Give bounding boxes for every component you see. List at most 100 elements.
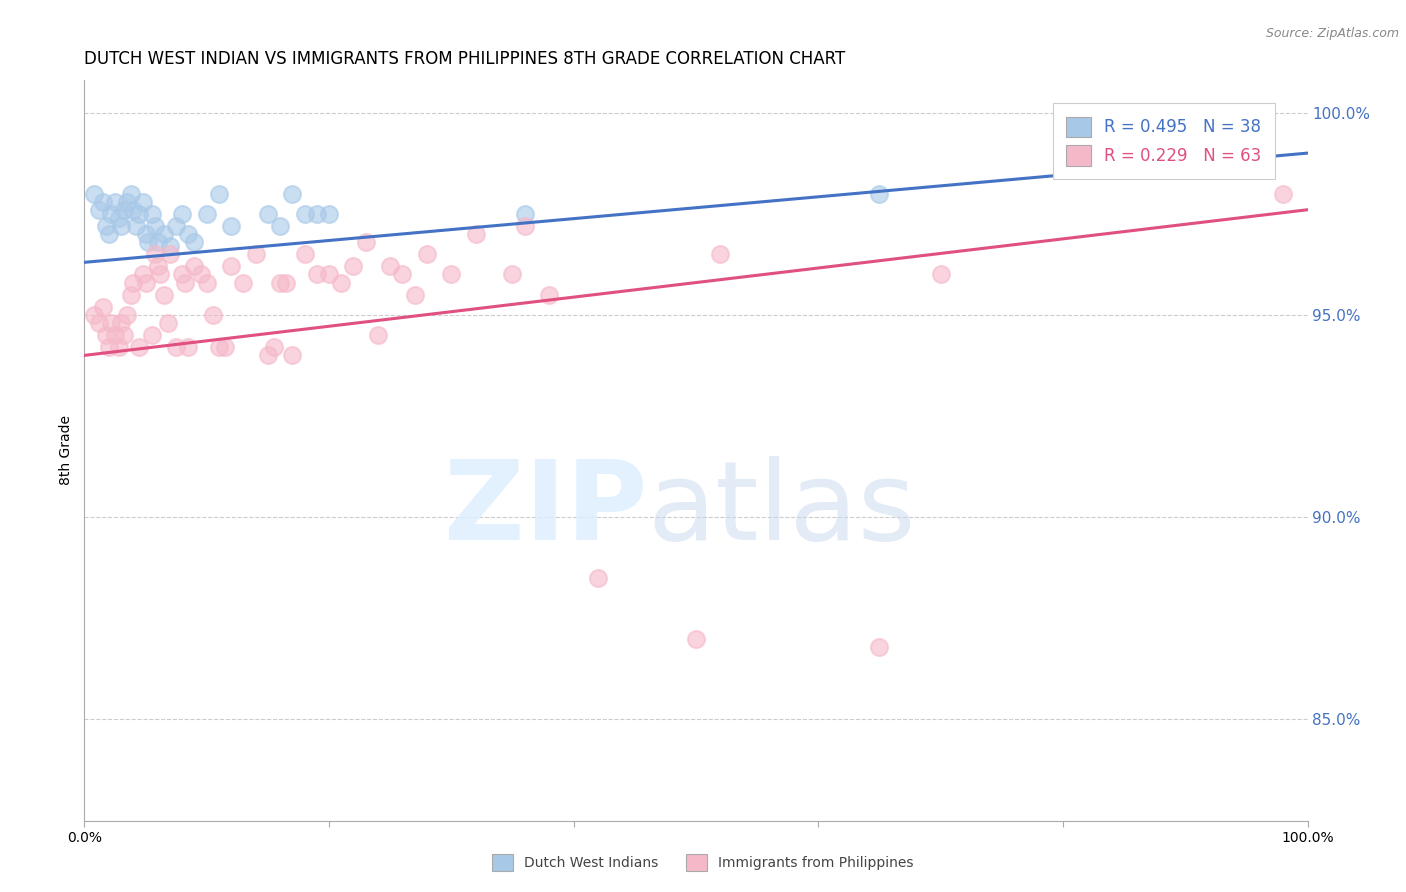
Text: ZIP: ZIP [444, 456, 647, 563]
Point [929, 268, 952, 282]
Point [269, 276, 291, 290]
Point [87, 202, 110, 217]
Point [214, 340, 236, 354]
Point [100, 316, 122, 330]
Point [122, 276, 145, 290]
Point [97, 340, 120, 354]
Point [195, 276, 218, 290]
Point [367, 328, 389, 343]
Point [354, 235, 377, 249]
Point [380, 260, 402, 274]
Point [96, 328, 118, 343]
Point [294, 207, 316, 221]
Point [391, 268, 413, 282]
Point [305, 268, 328, 282]
Point [173, 276, 195, 290]
Point [464, 227, 486, 241]
Point [159, 247, 181, 261]
Point [110, 219, 132, 233]
Point [165, 340, 187, 354]
Point [159, 239, 181, 253]
Point [83, 186, 105, 201]
Point [107, 340, 129, 354]
Point [110, 316, 132, 330]
Point [146, 235, 169, 249]
Point [330, 276, 353, 290]
Point [135, 227, 157, 241]
Point [122, 202, 145, 217]
Point [128, 340, 150, 354]
Point [104, 194, 127, 209]
Point [208, 186, 231, 201]
Point [709, 247, 731, 261]
Point [172, 268, 194, 282]
Point [104, 328, 127, 343]
Point [125, 219, 148, 233]
Legend: R = 0.495   N = 38, R = 0.229   N = 63: R = 0.495 N = 38, R = 0.229 N = 63 [1053, 103, 1275, 179]
Point [342, 260, 364, 274]
Point [136, 235, 159, 249]
Point [305, 207, 328, 221]
Point [91, 194, 114, 209]
Point [97, 227, 120, 241]
Point [156, 316, 179, 330]
Point [318, 268, 340, 282]
Point [257, 348, 280, 362]
Point [257, 207, 280, 221]
Point [195, 207, 218, 221]
Text: DUTCH WEST INDIAN VS IMMIGRANTS FROM PHILIPPINES 8TH GRADE CORRELATION CHART: DUTCH WEST INDIAN VS IMMIGRANTS FROM PHI… [84, 50, 845, 68]
Point [440, 268, 463, 282]
Point [112, 328, 135, 343]
Point [115, 194, 138, 209]
Point [143, 219, 166, 233]
Point [132, 268, 155, 282]
Point [318, 207, 340, 221]
Point [232, 276, 254, 290]
Point [869, 640, 891, 654]
Point [141, 207, 163, 221]
Point [177, 227, 200, 241]
Point [219, 260, 242, 274]
Point [190, 268, 212, 282]
Point [120, 287, 142, 301]
Point [177, 340, 200, 354]
Point [183, 260, 205, 274]
Legend: Dutch West Indians, Immigrants from Philippines: Dutch West Indians, Immigrants from Phil… [486, 848, 920, 876]
Point [91, 300, 114, 314]
Point [245, 247, 267, 261]
Point [128, 207, 150, 221]
Y-axis label: 8th Grade: 8th Grade [59, 416, 73, 485]
Point [263, 340, 285, 354]
Point [208, 340, 231, 354]
Point [153, 227, 176, 241]
Point [869, 186, 891, 201]
Point [281, 348, 304, 362]
Point [183, 235, 205, 249]
Point [100, 207, 122, 221]
Point [107, 211, 129, 225]
Point [219, 219, 242, 233]
Point [141, 328, 163, 343]
Point [132, 194, 155, 209]
Point [1272, 186, 1295, 201]
Point [146, 260, 169, 274]
Point [143, 247, 166, 261]
Point [513, 219, 536, 233]
Point [172, 207, 194, 221]
Point [513, 207, 536, 221]
Point [281, 186, 304, 201]
Point [149, 268, 172, 282]
Point [115, 308, 138, 322]
Text: atlas: atlas [647, 456, 915, 563]
Point [83, 308, 105, 322]
Point [269, 219, 291, 233]
Point [120, 186, 142, 201]
Text: Source: ZipAtlas.com: Source: ZipAtlas.com [1265, 27, 1399, 40]
Point [112, 202, 135, 217]
Point [96, 219, 118, 233]
Point [153, 287, 176, 301]
Point [586, 571, 609, 585]
Point [404, 287, 426, 301]
Point [294, 247, 316, 261]
Point [87, 316, 110, 330]
